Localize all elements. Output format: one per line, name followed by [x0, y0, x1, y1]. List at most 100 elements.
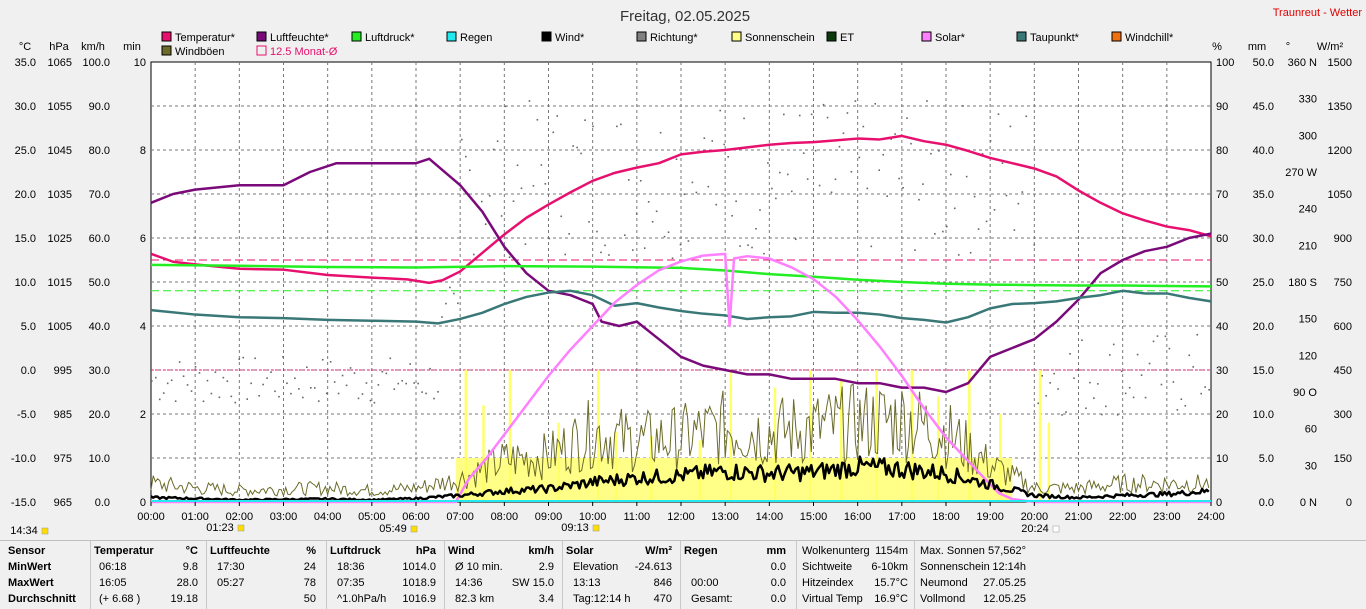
direction-dot [393, 388, 396, 390]
axis-header: hPa [49, 41, 69, 53]
direction-dot [353, 372, 356, 374]
direction-dot [822, 103, 825, 106]
sunshine-bar [1038, 370, 1042, 502]
direction-dot [465, 155, 467, 158]
time-tick-label: 07:00 [446, 511, 474, 523]
stat-value: 1018.9 [402, 577, 436, 589]
direction-dot [965, 175, 968, 178]
tick-label-wm2: 450 [1334, 365, 1352, 377]
direction-dot [568, 233, 570, 235]
tick-label-degrees: 300 [1299, 130, 1317, 142]
stat-value: 24 [303, 561, 316, 573]
tick-label-min: 10 [134, 57, 146, 69]
direction-dot [389, 357, 392, 360]
sunshine-bar [650, 436, 653, 502]
time-marker-label: 09:13 [561, 522, 589, 534]
tick-label-mm: 30.0 [1253, 233, 1274, 245]
extra-value: 1154m [875, 545, 908, 557]
direction-dot [1184, 404, 1187, 407]
direction-dot [719, 109, 722, 112]
stat-value: 78 [303, 577, 316, 589]
direction-dot [310, 387, 312, 389]
stat-value: 50 [303, 593, 316, 605]
tick-label-kmh: 90.0 [89, 101, 110, 113]
legend-label: Solar* [935, 32, 966, 44]
direction-dot [647, 201, 650, 203]
direction-dot [934, 233, 936, 235]
direction-dot [715, 203, 718, 206]
stat-row: 18:36 1014.0 [330, 559, 442, 575]
stat-row: (+ 6.68 ) 19.18 [94, 591, 204, 607]
stat-label: 17:30 [217, 561, 245, 573]
direction-dot [596, 230, 598, 233]
tick-label-celsius: 25.0 [15, 145, 36, 157]
stat-label: Elevation [573, 561, 619, 573]
direction-dot [548, 237, 551, 240]
legend-swatch [161, 31, 172, 42]
direction-dot [592, 125, 594, 128]
legend-swatch [921, 31, 932, 42]
tick-label-percent: 10 [1216, 453, 1228, 465]
tick-label-percent: 90 [1216, 101, 1228, 113]
direction-dot [270, 371, 272, 373]
direction-dot [735, 200, 737, 203]
direction-dot [516, 164, 519, 167]
direction-dot [449, 286, 451, 289]
time-markers: 14:34 01:23 05:49 09:13 20:24 [10, 522, 1060, 537]
tick-label-min: 8 [140, 145, 146, 157]
tick-label-hpa: 1015 [48, 277, 72, 289]
direction-dot [186, 384, 189, 386]
time-tick-label: 24:00 [1197, 511, 1225, 523]
direction-dot [1061, 414, 1063, 416]
direction-dot [894, 133, 896, 135]
time-marker-icon [410, 525, 418, 533]
direction-dot [262, 383, 264, 386]
legend-swatch [256, 31, 267, 42]
direction-dot [918, 198, 920, 201]
direction-dot [643, 247, 646, 249]
direction-dot [1188, 354, 1191, 357]
stat-column: Regen mm 0.0 00:00 0.0 Gesamt: 0.0 [684, 543, 792, 607]
direction-dot [401, 379, 404, 382]
direction-dot [902, 187, 904, 189]
direction-dot [914, 249, 916, 251]
extra-value: 57,562° [987, 545, 1026, 557]
direction-dot [178, 361, 181, 363]
direction-dot [977, 228, 980, 230]
axis-header: % [1212, 41, 1222, 53]
series-lines [150, 134, 1212, 504]
legend-label: Richtung* [650, 32, 698, 44]
tick-label-wm2: 150 [1334, 453, 1352, 465]
direction-dot [274, 390, 276, 393]
statistics-panel: Sensor MinWert MaxWert Durchschnitt Temperat… [0, 540, 1366, 609]
stat-header: Sensor [8, 543, 88, 559]
stat-row: 0.0 [684, 559, 792, 575]
stat-column: Solar W/m² Elevation -24.613 13:13 846 Tag:12:… [566, 543, 678, 607]
stat-header-title: Luftfeuchte [210, 545, 270, 557]
tick-label-percent: 50 [1216, 277, 1228, 289]
direction-dot [787, 173, 789, 176]
direction-dot [910, 142, 912, 145]
direction-dot [154, 376, 157, 379]
sunshine-bar [464, 370, 468, 502]
stat-label: Tag:12:14 h [573, 593, 631, 605]
direction-dot [258, 394, 260, 397]
direction-dot [961, 105, 964, 107]
direction-dot [802, 152, 805, 154]
direction-dot [926, 100, 928, 102]
time-tick-label: 23:00 [1153, 511, 1181, 523]
stat-row: MinWert [8, 559, 88, 575]
extra-column: Max. Sonnen 57,562° Sonnenschein 12:14h Neum… [920, 543, 1026, 607]
time-tick-label: 13:00 [711, 511, 739, 523]
legend-label: Luftfeuchte* [270, 32, 329, 44]
time-tick-label: 12:00 [667, 511, 695, 523]
direction-dot [687, 240, 690, 242]
stat-value: -24.613 [634, 561, 672, 573]
direction-dot [1105, 405, 1107, 408]
direction-dot [957, 254, 960, 256]
direction-dot [635, 213, 638, 215]
direction-dot [461, 138, 463, 141]
tick-label-kmh: 80.0 [89, 145, 110, 157]
stat-row: Durchschnitt [8, 591, 88, 607]
direction-dot [1089, 381, 1091, 384]
